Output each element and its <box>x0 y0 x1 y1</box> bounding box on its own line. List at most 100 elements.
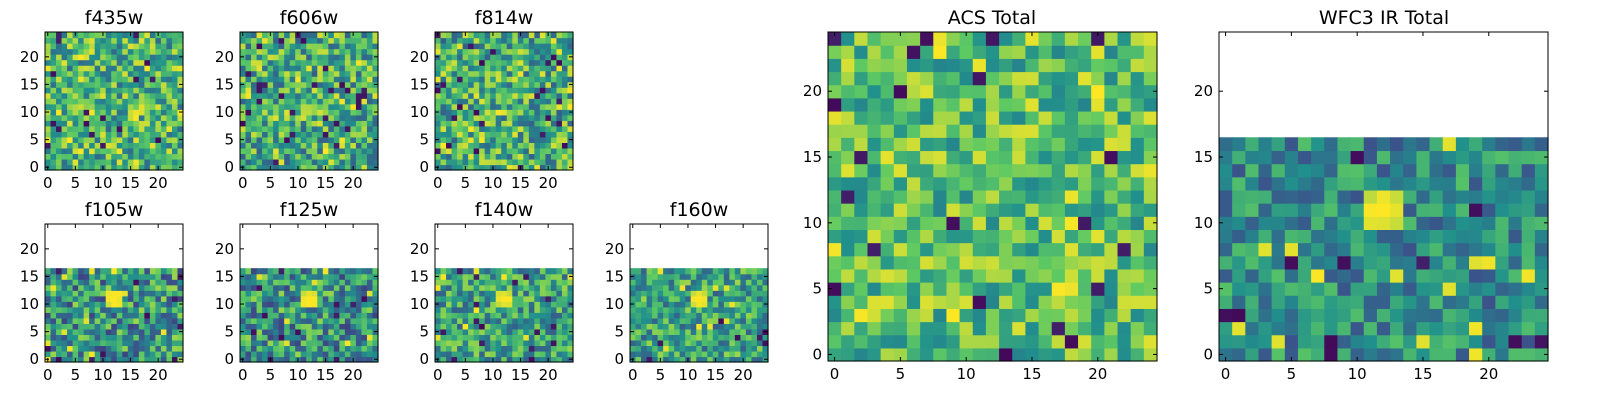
heatmap-cell <box>674 317 681 324</box>
heatmap-cell <box>517 48 524 55</box>
heatmap-cell <box>306 98 313 105</box>
heatmap-cell <box>94 339 101 347</box>
heatmap-cell <box>528 339 535 347</box>
heatmap-cell <box>144 301 151 308</box>
heatmap-cell <box>545 120 552 127</box>
heatmap-cell <box>462 59 469 66</box>
heatmap-cell <box>701 328 708 335</box>
heatmap-cell <box>534 158 541 166</box>
heatmap-cell <box>50 142 57 149</box>
heatmap-cell <box>361 306 368 313</box>
heatmap-cell <box>366 356 374 363</box>
heatmap-cell <box>372 158 379 166</box>
heatmap-cell <box>122 103 129 110</box>
heatmap-cell <box>1025 84 1040 99</box>
heatmap-cell <box>72 306 79 313</box>
heatmap-cell <box>534 136 541 143</box>
heatmap-cell <box>473 103 480 110</box>
heatmap-cell <box>1258 268 1273 283</box>
heatmap-cell <box>100 323 107 330</box>
heatmap-cell <box>523 334 530 341</box>
heatmap-cell <box>701 350 708 358</box>
heatmap-cell <box>322 136 329 143</box>
heatmap-cell <box>1416 203 1431 217</box>
heatmap-cell <box>920 124 934 138</box>
heatmap-cell <box>300 268 307 275</box>
heatmap-cell <box>289 114 296 121</box>
heatmap-cell <box>762 317 769 324</box>
heatmap-cell <box>630 339 637 347</box>
heatmap-cell <box>729 284 736 291</box>
heatmap-cell <box>262 70 269 77</box>
axes-frame <box>434 31 574 171</box>
heatmap-cell <box>56 290 63 297</box>
heatmap-cell <box>56 306 63 313</box>
heatmap-cell <box>105 125 112 132</box>
heatmap-cell <box>350 54 357 61</box>
heatmap-cell <box>1064 163 1079 178</box>
heatmap-cell <box>534 54 541 61</box>
heatmap-cell <box>484 339 491 347</box>
heatmap-cell <box>278 301 285 308</box>
heatmap-cell <box>56 317 63 324</box>
heatmap-cell <box>328 120 335 127</box>
heatmap-cell <box>435 43 442 50</box>
heatmap-cell <box>1117 32 1132 46</box>
heatmap-cell <box>545 147 552 155</box>
heatmap-cell <box>751 284 758 291</box>
heatmap-cell <box>999 334 1013 349</box>
heatmap-cell <box>690 345 697 352</box>
heatmap-cell <box>1495 137 1510 152</box>
heatmap-cell <box>251 158 258 166</box>
heatmap-cell <box>295 65 302 72</box>
heatmap-cell <box>1429 242 1444 257</box>
heatmap-cell <box>723 284 730 291</box>
heatmap-cell <box>550 273 558 280</box>
heatmap-cell <box>177 70 184 77</box>
heatmap-cell <box>534 142 541 149</box>
heatmap-cell <box>946 308 961 323</box>
heatmap-cell <box>457 164 464 171</box>
heatmap-cell <box>251 147 258 155</box>
heatmap-cell <box>306 273 313 280</box>
heatmap-cell <box>556 306 563 313</box>
heatmap-cell <box>289 109 296 116</box>
heatmap-cell <box>317 345 324 352</box>
heatmap-cell <box>105 136 112 143</box>
heatmap-cell <box>350 59 357 66</box>
heatmap-cell <box>105 70 112 77</box>
heatmap-cell <box>83 37 90 44</box>
heatmap-cell <box>641 317 648 324</box>
heatmap-cell <box>67 279 74 286</box>
heatmap-cell <box>652 301 659 308</box>
heatmap-cell <box>828 110 842 125</box>
heatmap-cell <box>468 98 475 105</box>
heatmap-cell <box>446 136 453 143</box>
heatmap-cell <box>127 301 134 308</box>
heatmap-cell <box>240 317 247 324</box>
heatmap-cell <box>166 59 173 66</box>
heatmap-cell <box>133 323 140 330</box>
heatmap-cell <box>284 65 291 72</box>
heatmap-cell <box>366 65 374 72</box>
heatmap-cell <box>729 317 736 324</box>
heatmap-cell <box>116 350 123 358</box>
heatmap-cell <box>501 295 508 302</box>
heatmap-cell <box>512 125 519 132</box>
heatmap-cell <box>256 164 263 171</box>
heatmap-cell <box>473 48 480 55</box>
heatmap-cell <box>1143 137 1158 152</box>
heatmap-cell <box>311 147 318 155</box>
heatmap-cell <box>339 92 346 99</box>
heatmap-cell <box>61 350 68 358</box>
heatmap-cell <box>906 137 921 152</box>
heatmap-cell <box>116 131 123 138</box>
heatmap-cell <box>245 350 252 358</box>
heatmap-cell <box>561 334 569 341</box>
heatmap-cell <box>56 114 63 121</box>
heatmap-cell <box>550 268 558 275</box>
heatmap-cell <box>1078 84 1092 99</box>
heatmap-cell <box>484 114 491 121</box>
heatmap-cell <box>740 279 747 286</box>
heatmap-cell <box>45 48 52 55</box>
